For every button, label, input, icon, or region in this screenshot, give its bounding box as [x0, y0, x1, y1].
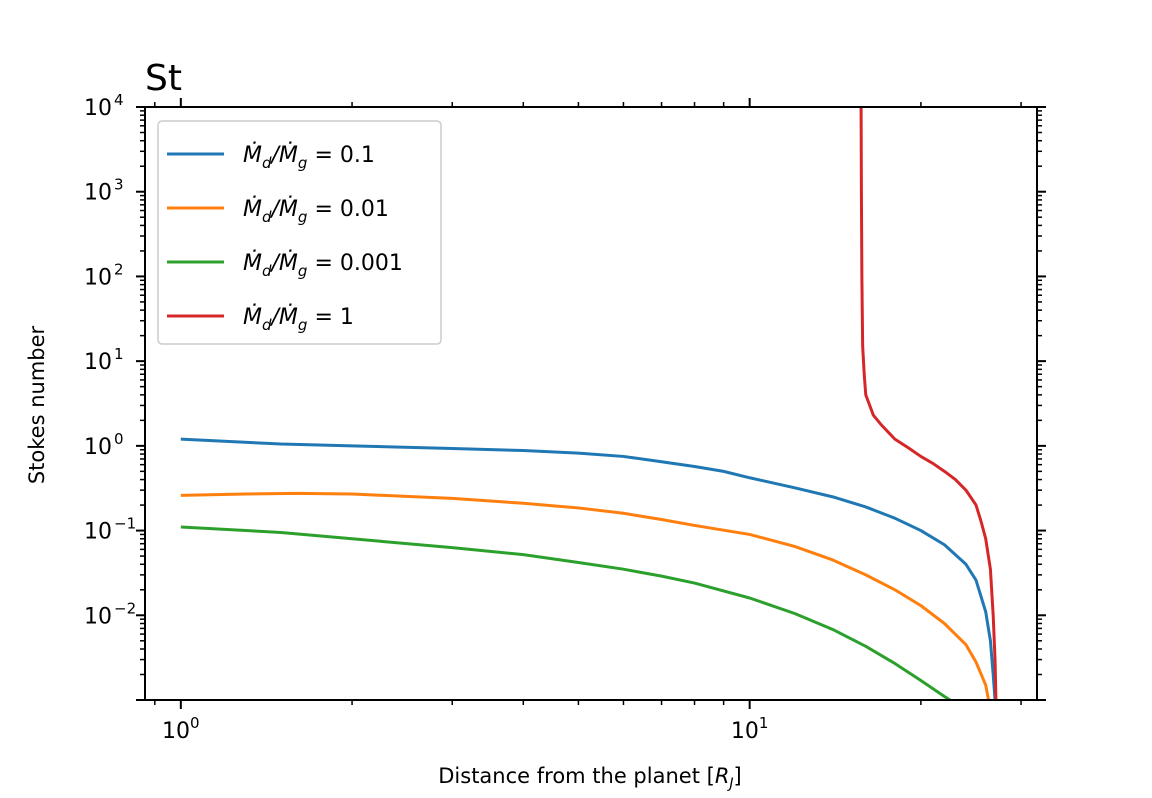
legend-label: Ṁd/Ṁg = 0.01 [243, 196, 389, 226]
chart-title: St [145, 58, 182, 99]
y-tick-label: 10 3 [84, 176, 124, 206]
series-line-2 [180, 525, 951, 700]
legend-label: Ṁd/Ṁg = 1 [243, 304, 354, 334]
x-tick-label: 101 [731, 714, 769, 744]
series-line-0 [180, 437, 997, 700]
y-tick-label: 10 1 [84, 345, 124, 375]
legend-box [157, 120, 442, 345]
legend: Ṁd/Ṁg = 0.1 Ṁd/Ṁg = 0.01 Ṁd/Ṁg = 0.001 Ṁd/Ṁ… [157, 120, 442, 345]
legend-label: Ṁd/Ṁg = 0.001 [243, 250, 403, 280]
series-line-3 [859, 107, 998, 700]
y-tick-label: 10 0 [84, 430, 124, 460]
y-tick-label: 10 4 [84, 91, 124, 121]
x-axis-label: Distance from the planet [RJ] [438, 764, 742, 792]
x-axis: 100 101 [154, 98, 1022, 744]
y-axis-label: Stokes number [25, 325, 49, 484]
plot-area [144, 106, 1038, 701]
series-line-1 [180, 491, 991, 700]
legend-label: Ṁd/Ṁg = 0.1 [243, 142, 375, 172]
y-tick-label: 10 −2 [84, 599, 136, 629]
x-tick-label: 100 [162, 714, 200, 744]
y-tick-label: 10 2 [84, 260, 124, 290]
plot-frame [144, 106, 1038, 701]
y-tick-label: 10 −1 [84, 515, 136, 545]
